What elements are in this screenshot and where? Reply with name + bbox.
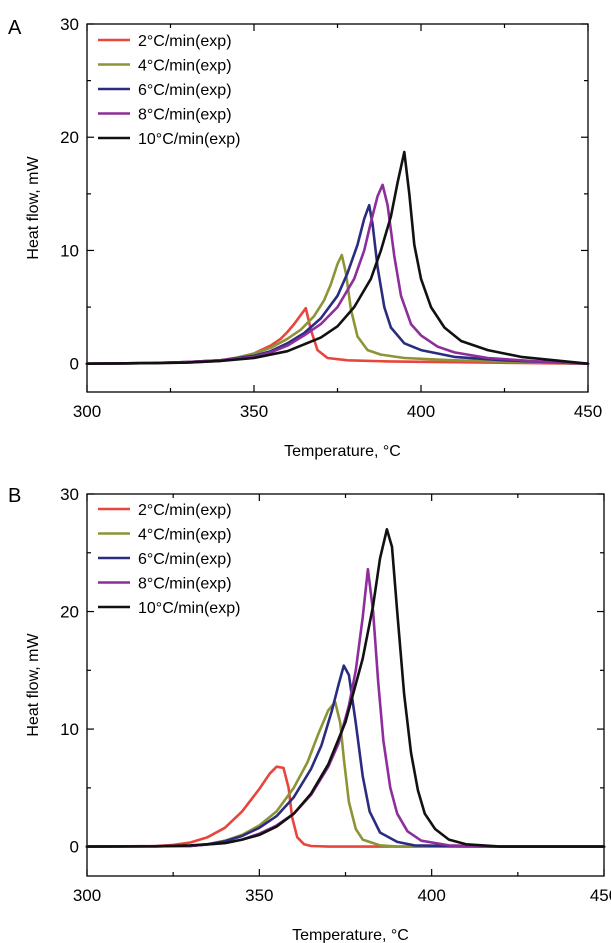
series-line bbox=[85, 183, 590, 365]
panel-b: B 300 350 400 450 0 10 20 30 Temperature, °C Heat … bbox=[8, 485, 611, 943]
legend-label: 8°C/min(exp) bbox=[138, 107, 232, 124]
panel-a: A 300 350 400 450 0 10 20 30 Temperature, °C Heat … bbox=[8, 15, 602, 460]
y-tick-label: 20 bbox=[60, 603, 79, 622]
legend-label: 10°C/min(exp) bbox=[138, 131, 240, 148]
series-line bbox=[85, 150, 590, 365]
legend-label: 8°C/min(exp) bbox=[138, 576, 232, 593]
legend-label: 4°C/min(exp) bbox=[138, 58, 232, 75]
x-tick-label: 350 bbox=[245, 886, 273, 905]
y-tick-label: 10 bbox=[60, 241, 79, 260]
x-tick-label: 300 bbox=[73, 886, 101, 905]
x-tick-label: 450 bbox=[590, 886, 611, 905]
series-line bbox=[85, 664, 606, 848]
y-tick-label: 0 bbox=[70, 838, 79, 857]
panel-letter: A bbox=[8, 17, 22, 39]
y-axis-title: Heat flow, mW bbox=[25, 633, 42, 737]
x-tick-label: 300 bbox=[73, 402, 101, 421]
series-line bbox=[85, 765, 606, 848]
y-tick-label: 30 bbox=[60, 15, 79, 34]
y-axis-title: Heat flow, mW bbox=[25, 156, 42, 260]
y-tick-label: 0 bbox=[70, 355, 79, 374]
panel-letter: B bbox=[8, 485, 21, 507]
legend-label: 10°C/min(exp) bbox=[138, 600, 240, 617]
series-line bbox=[85, 528, 606, 848]
series-line bbox=[85, 253, 590, 365]
series-line bbox=[85, 203, 590, 365]
legend-label: 4°C/min(exp) bbox=[138, 527, 232, 544]
legend-label: 2°C/min(exp) bbox=[138, 33, 232, 50]
y-tick-label: 20 bbox=[60, 128, 79, 147]
legend-label: 2°C/min(exp) bbox=[138, 502, 232, 519]
legend-label: 6°C/min(exp) bbox=[138, 551, 232, 568]
x-tick-label: 400 bbox=[407, 402, 435, 421]
x-axis-title: Temperature, °C bbox=[284, 443, 401, 460]
x-tick-label: 400 bbox=[417, 886, 445, 905]
legend-label: 6°C/min(exp) bbox=[138, 82, 232, 99]
y-tick-label: 10 bbox=[60, 720, 79, 739]
x-axis-title: Temperature, °C bbox=[292, 927, 409, 943]
plot-frame bbox=[86, 23, 589, 393]
x-tick-label: 350 bbox=[240, 402, 268, 421]
y-tick-label: 30 bbox=[60, 485, 79, 504]
x-tick-label: 450 bbox=[574, 402, 602, 421]
